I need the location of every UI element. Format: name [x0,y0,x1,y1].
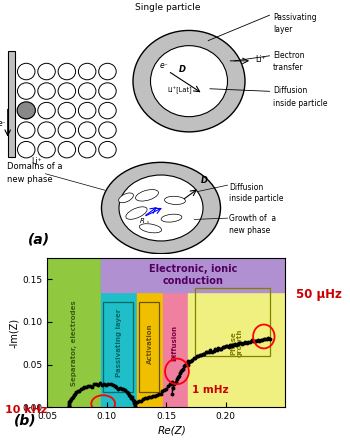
Ellipse shape [18,102,35,119]
Text: 1 mHz: 1 mHz [193,385,229,395]
Text: Single particle: Single particle [135,3,201,12]
Text: 10 kHz: 10 kHz [5,405,47,415]
Ellipse shape [119,193,133,203]
Text: 50 μHz: 50 μHz [296,288,342,301]
Text: (a): (a) [27,232,50,246]
Ellipse shape [78,63,96,80]
Text: ₛ: ₛ [146,219,148,224]
Ellipse shape [58,102,76,119]
Ellipse shape [78,102,96,119]
Ellipse shape [139,224,162,233]
Text: Phase
growth: Phase growth [230,329,243,357]
Text: inside particle: inside particle [229,194,284,203]
Ellipse shape [38,63,55,80]
Bar [195,288,270,356]
Ellipse shape [58,142,76,158]
Text: R: R [139,218,144,224]
Text: Passivating layer: Passivating layer [116,309,122,377]
Text: new phase: new phase [229,226,271,235]
Text: Electronic, ionic
conduction: Electronic, ionic conduction [149,264,237,286]
Ellipse shape [18,122,35,138]
Text: Separator, electrodes: Separator, electrodes [71,300,77,386]
Ellipse shape [18,63,35,80]
Text: Diffusion: Diffusion [273,86,307,95]
Text: Passivating: Passivating [273,12,317,22]
Text: inside particle: inside particle [273,99,328,108]
Ellipse shape [78,122,96,138]
Bar [8,51,15,157]
Ellipse shape [99,102,116,119]
Ellipse shape [135,190,159,201]
Ellipse shape [38,83,55,99]
Ellipse shape [78,142,96,158]
Bar [136,258,163,407]
Ellipse shape [58,122,76,138]
Ellipse shape [99,122,116,138]
Ellipse shape [18,142,35,158]
Y-axis label: -Im(Z): -Im(Z) [9,318,20,348]
Ellipse shape [133,30,245,132]
Bar [103,303,133,392]
Text: Domains of a: Domains of a [7,162,63,171]
Text: Li⁺: Li⁺ [31,157,41,166]
Bar [101,258,136,407]
Ellipse shape [38,102,55,119]
Ellipse shape [58,63,76,80]
Text: Electron: Electron [273,51,304,60]
Ellipse shape [99,63,116,80]
Ellipse shape [18,83,35,99]
Ellipse shape [99,142,116,158]
Text: D: D [178,65,186,73]
Ellipse shape [78,83,96,99]
Ellipse shape [38,122,55,138]
Text: Diffusion: Diffusion [229,182,264,192]
Ellipse shape [17,102,35,119]
Ellipse shape [102,162,220,254]
Text: new phase: new phase [7,175,52,184]
Bar [139,303,159,392]
Text: e⁻: e⁻ [160,61,169,70]
Bar [47,258,101,407]
Text: Li⁺[Lat]: Li⁺[Lat] [168,86,193,94]
Ellipse shape [38,142,55,158]
Text: D: D [201,176,208,185]
Bar [163,258,188,407]
Text: transfer: transfer [273,63,304,73]
Text: e⁻: e⁻ [0,118,6,128]
Bar [188,258,285,407]
Ellipse shape [150,46,228,117]
Text: Li⁺: Li⁺ [256,55,266,64]
Text: Diffusion: Diffusion [172,325,177,361]
Text: Activation: Activation [147,323,153,364]
Text: Growth of  a: Growth of a [229,214,276,223]
Ellipse shape [99,83,116,99]
Ellipse shape [126,207,147,219]
Ellipse shape [58,83,76,99]
Ellipse shape [119,175,203,241]
Text: layer: layer [273,25,292,34]
Text: Re(Z): Re(Z) [158,426,187,436]
Ellipse shape [164,196,186,205]
Text: (b): (b) [14,414,37,428]
Bar [101,258,285,292]
Ellipse shape [161,214,182,222]
